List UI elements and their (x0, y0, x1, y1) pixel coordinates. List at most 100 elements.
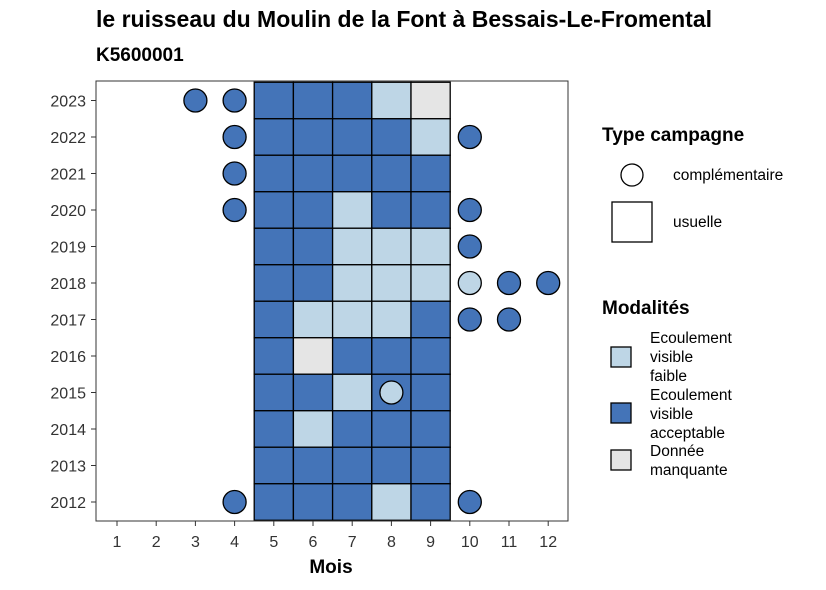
cell-2016-5 (253, 337, 295, 375)
cell-2016-9 (410, 337, 451, 375)
cell-2018-7 (331, 264, 373, 302)
x-tick-label: 12 (539, 534, 557, 551)
point-2012-4 (222, 489, 247, 515)
point-2022-4 (222, 124, 247, 150)
point-2023-4 (222, 88, 247, 113)
cell-2012-9 (410, 483, 451, 521)
cell-2020-9 (410, 191, 451, 229)
cell-2021-9 (410, 154, 451, 193)
legend-key-square (611, 201, 653, 243)
y-tick-label: 2017 (50, 313, 86, 330)
legend-label: manquante (650, 462, 728, 479)
cell-2012-5 (253, 483, 295, 521)
x-axis: 1 2 3 4 5 6 7 8 9 10 11 12 (113, 521, 557, 551)
point-2019-10 (457, 234, 482, 259)
x-tick-label: 11 (501, 534, 518, 551)
cell-2013-8 (371, 446, 412, 485)
chart-subtitle: K5600001 (96, 45, 184, 66)
point-2021-4 (222, 161, 247, 186)
cell-2019-7 (331, 227, 373, 266)
x-tick-label: 4 (230, 534, 239, 551)
cell-2022-6 (292, 118, 334, 156)
y-tick-label: 2022 (50, 130, 86, 147)
cell-2023-6 (292, 81, 334, 120)
cell-2018-9 (410, 264, 451, 302)
legend-label: visible (650, 406, 693, 423)
point-2023-3 (183, 88, 208, 113)
cell-2017-6 (292, 300, 334, 339)
cell-2021-6 (292, 154, 334, 193)
cell-2014-9 (410, 410, 451, 448)
legend-type-campagne: Type campagne complémentaire usuelle (602, 125, 783, 243)
legend-modalites: Modalités Ecoulement visible faible Ecouleme… (602, 298, 733, 479)
point-2020-10 (457, 197, 482, 223)
legend-label: Ecoulement (650, 330, 733, 347)
cell-2016-6 (292, 337, 334, 375)
y-axis: 2012 2013 2014 2015 2016 2017 2018 2019 2020 2021… (50, 94, 96, 512)
legend-label: complémentaire (673, 167, 783, 184)
point-2018-12 (536, 270, 561, 296)
point-2018-10 (457, 270, 482, 296)
cell-2012-7 (331, 483, 373, 521)
x-tick-label: 8 (387, 534, 396, 551)
x-tick-label: 7 (348, 534, 357, 551)
x-tick-label: 6 (309, 534, 318, 551)
x-tick-label: 9 (426, 534, 435, 551)
y-tick-label: 2015 (50, 386, 86, 403)
x-tick-label: 3 (191, 534, 200, 551)
cell-2015-9 (410, 373, 451, 412)
legend-label: visible (650, 349, 693, 366)
point-2020-4 (222, 197, 247, 223)
cell-2012-6 (292, 483, 334, 521)
y-tick-label: 2020 (50, 203, 86, 220)
x-tick-label: 1 (113, 534, 122, 551)
cell-2021-7 (331, 154, 373, 193)
cell-2017-9 (410, 300, 451, 339)
legend-label: usuelle (673, 214, 722, 231)
cell-2022-9 (410, 118, 451, 156)
point-2012-10 (457, 489, 482, 515)
cell-2022-5 (253, 118, 295, 156)
legend-key-faible (610, 346, 632, 368)
cell-2020-5 (253, 191, 295, 229)
cell-2016-7 (331, 337, 373, 375)
cell-2023-7 (331, 81, 373, 120)
cell-2019-8 (371, 227, 412, 266)
cell-2014-7 (331, 410, 373, 448)
point-2018-11 (496, 270, 522, 296)
y-tick-label: 2023 (50, 94, 86, 111)
x-tick-label: 5 (269, 534, 278, 551)
point-2017-11 (496, 307, 522, 332)
cell-2023-8 (371, 81, 412, 120)
cell-2014-6 (292, 410, 334, 448)
cell-2016-8 (371, 337, 412, 375)
cell-2019-6 (292, 227, 334, 266)
cell-2014-8 (371, 410, 412, 448)
cell-2020-7 (331, 191, 373, 229)
cell-2020-8 (371, 191, 412, 229)
cell-2017-5 (253, 300, 295, 339)
cell-2012-8 (371, 483, 412, 521)
cell-2019-9 (410, 227, 451, 266)
legend-label: Donnée (650, 443, 704, 460)
complementaire-points (183, 88, 561, 515)
y-tick-label: 2021 (50, 167, 86, 184)
cell-2020-6 (292, 191, 334, 229)
cell-2022-8 (371, 118, 412, 156)
cell-2014-5 (253, 410, 295, 448)
point-2015-8 (379, 380, 404, 405)
cell-2023-5 (253, 81, 295, 120)
cell-2013-9 (410, 446, 451, 485)
legend-title: Modalités (602, 298, 690, 319)
x-tick-label: 10 (461, 534, 479, 551)
y-tick-label: 2014 (50, 422, 86, 439)
cell-2015-6 (292, 373, 334, 412)
cell-2018-8 (371, 264, 412, 302)
panel-border (95, 80, 569, 522)
cell-2013-6 (292, 446, 334, 485)
y-tick-label: 2016 (50, 349, 86, 366)
cell-2018-6 (292, 264, 334, 302)
cell-2023-9 (410, 81, 451, 120)
cell-2021-8 (371, 154, 412, 193)
cell-2021-5 (253, 154, 295, 193)
